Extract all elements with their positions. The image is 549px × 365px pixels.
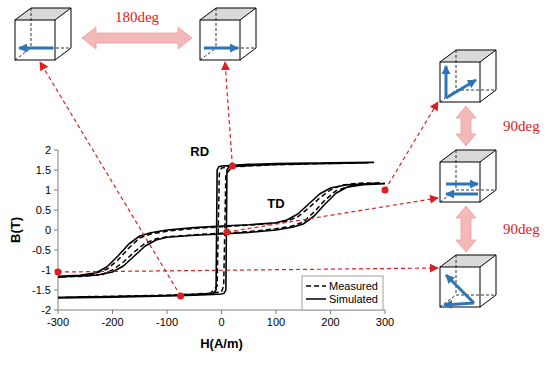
magnetization-arrow [446, 80, 476, 98]
y-tick-label: -0.5 [32, 244, 51, 256]
x-tick [112, 310, 113, 314]
y-tick-label: 0 [45, 224, 51, 236]
magnetization-arrow [444, 303, 474, 305]
rotation-arrow [456, 206, 476, 252]
y-tick [54, 230, 58, 231]
chart: 2 1.5 1 0.5 0 -0.5 -1 -1.5 -2-300 -200 -100 0 100 200… [0, 0, 549, 365]
state-point [382, 187, 389, 194]
crystal-cube [200, 8, 256, 60]
leader-line [58, 268, 438, 272]
y-tick-label: -2 [41, 304, 51, 316]
x-tick [221, 310, 222, 314]
x-tick-label: 0 [218, 316, 224, 328]
legend-swatch [306, 298, 326, 300]
state-point [177, 293, 184, 300]
state-point [229, 163, 236, 170]
crystal-cube [15, 8, 71, 60]
y-tick-label: -1 [41, 264, 51, 276]
rotation-arrow [82, 27, 192, 49]
rotation-label: 180deg [115, 9, 160, 25]
magnetization-arrow [445, 66, 448, 98]
y-tick-label: 0.5 [36, 204, 51, 216]
crystal-cube [440, 50, 496, 102]
y-tick [54, 150, 58, 151]
legend-swatch [306, 285, 326, 287]
x-tick [167, 310, 168, 314]
legend-label: Measured [329, 280, 378, 292]
y-tick-label: 1 [45, 184, 51, 196]
y-tick [54, 290, 58, 291]
y-tick-label: 1.5 [36, 164, 51, 176]
y-tick [54, 210, 58, 211]
x-tick-label: 200 [321, 316, 339, 328]
state-point [55, 269, 62, 276]
x-tick [385, 310, 386, 314]
magnetization-arrow [19, 47, 53, 50]
y-axis-title: B(T) [8, 217, 23, 243]
x-axis-title: H(A/m) [200, 336, 243, 351]
x-tick-label: -200 [101, 316, 123, 328]
curve-label: RD [190, 144, 209, 159]
rotation-label: 90deg [503, 118, 540, 134]
y-tick [54, 170, 58, 171]
crystal-cube [440, 150, 496, 202]
magnetization-arrow [446, 183, 478, 186]
y-tick [54, 250, 58, 251]
x-tick [330, 310, 331, 314]
x-tick-label: -100 [156, 316, 178, 328]
legend: MeasuredSimulated [302, 276, 383, 310]
leader-line [225, 62, 232, 166]
curve-label: TD [267, 196, 284, 211]
leader-line [385, 102, 438, 190]
legend-label: Simulated [329, 293, 378, 305]
hysteresis-curve [58, 184, 385, 277]
leader-line [227, 198, 438, 232]
magnetization-arrow [446, 275, 474, 303]
x-tick [58, 310, 59, 314]
legend-box [302, 276, 383, 310]
y-tick [54, 310, 58, 311]
state-point [223, 229, 230, 236]
x-tick-label: 300 [376, 316, 394, 328]
x-tick-label: 100 [267, 316, 285, 328]
x-tick [276, 310, 277, 314]
magnetization-arrow [446, 193, 478, 196]
crystal-cube [440, 255, 496, 307]
x-tick-label: -300 [47, 316, 69, 328]
rotation-label: 90deg [503, 221, 540, 237]
magnetization-arrow [204, 47, 238, 50]
y-tick-label: 2 [45, 144, 51, 156]
leader-line [40, 62, 181, 296]
rotation-arrow [456, 106, 476, 146]
y-tick-label: -1.5 [32, 284, 51, 296]
y-tick [54, 190, 58, 191]
